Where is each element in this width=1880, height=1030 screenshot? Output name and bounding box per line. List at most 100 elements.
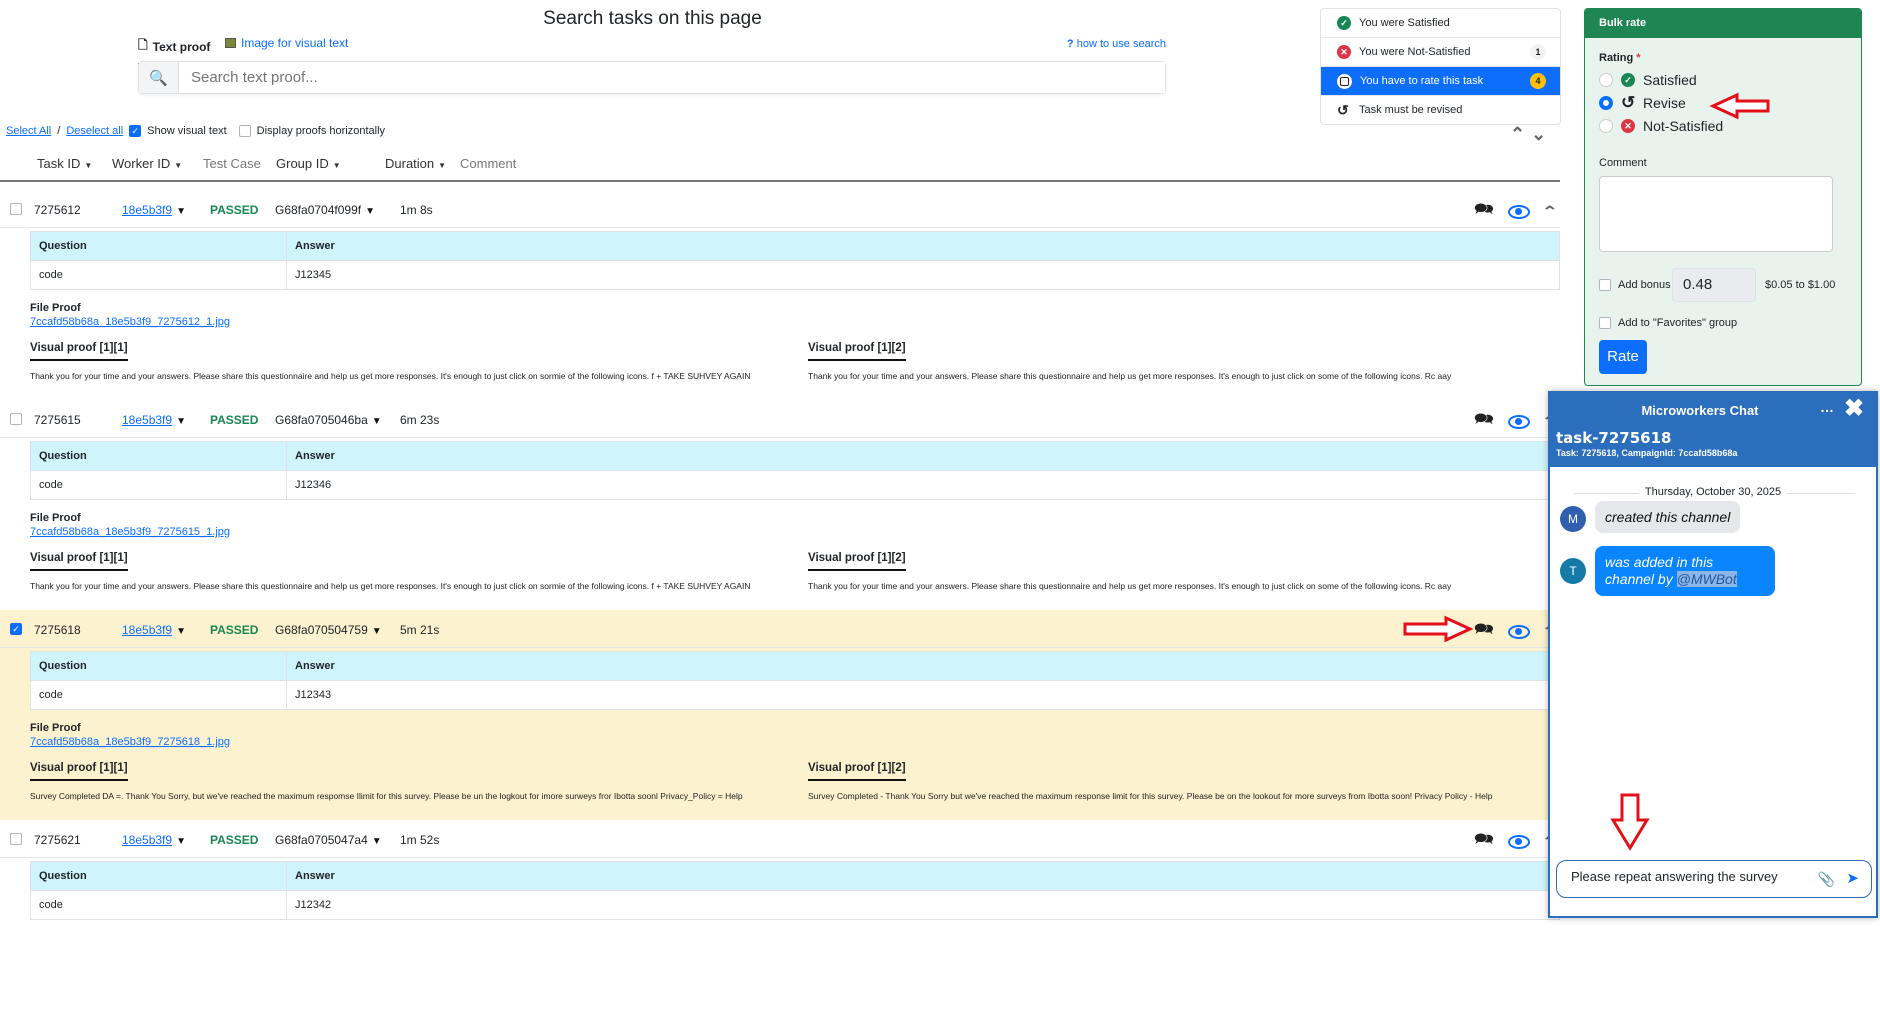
search-bar: 🔍 xyxy=(138,61,1166,94)
status-filter-item[interactable]: You have to rate this task 4 xyxy=(1321,67,1560,96)
message-text: was added in this channel by xyxy=(1605,554,1714,587)
chat-icon[interactable]: 🗪 xyxy=(1474,411,1494,428)
answer-header: Answer xyxy=(286,441,1560,471)
eye-icon[interactable] xyxy=(1507,204,1530,219)
radio-revise[interactable] xyxy=(1599,95,1613,110)
worker-id-link[interactable]: 18e5b3f9 xyxy=(122,623,173,637)
worker-id-link[interactable]: 18e5b3f9 xyxy=(122,203,173,217)
file-proof-label: File Proof xyxy=(30,722,81,734)
eye-icon[interactable] xyxy=(1507,624,1530,639)
paperclip-icon[interactable]: 📎 xyxy=(1817,871,1835,887)
worker-id-link[interactable]: 18e5b3f9 xyxy=(122,833,173,847)
select-all-link[interactable]: Select All xyxy=(6,125,52,137)
answer-cell: J12345 xyxy=(286,260,1560,290)
visual-proof-text: Thank you for your time and your answers… xyxy=(808,371,1452,381)
bonus-input[interactable]: 0.48 xyxy=(1672,268,1756,302)
add-bonus-checkbox[interactable] xyxy=(1599,279,1611,291)
page-title: Search tasks on this page xyxy=(543,8,762,29)
status-label: You were Satisfied xyxy=(1359,17,1450,29)
status-filter-item[interactable]: ↺ Task must be revised xyxy=(1321,96,1560,124)
filter-icon[interactable]: ▼ xyxy=(371,836,382,847)
task-checkbox[interactable]: ✓ xyxy=(10,623,22,635)
worker-id-cell: 18e5b3f9 ▼ xyxy=(122,203,186,217)
status-filter-item[interactable]: ✓ You were Satisfied xyxy=(1321,9,1560,38)
caret-down-icon: ▼ xyxy=(438,161,447,170)
file-proof-link[interactable]: 7ccafd58b68a_18e5b3f9_7275612_1.jpg xyxy=(30,316,231,328)
header-label: Task ID xyxy=(37,156,81,171)
worker-id-link[interactable]: 18e5b3f9 xyxy=(122,413,173,427)
favorites-row: Add to "Favorites" group xyxy=(1599,317,1737,329)
filter-icon[interactable]: ▼ xyxy=(176,416,186,427)
file-proof-label: File Proof xyxy=(30,302,81,314)
comment-textarea[interactable] xyxy=(1599,176,1833,252)
filter-icon[interactable]: ▼ xyxy=(176,206,186,217)
filter-icon[interactable]: ▼ xyxy=(371,626,382,637)
chat-message-input[interactable]: Please repeat answering the survey 📎 ➤ xyxy=(1556,860,1872,898)
task-checkbox[interactable] xyxy=(10,833,22,845)
chat-icon[interactable]: 🗪 xyxy=(1474,621,1494,638)
rate-button[interactable]: Rate xyxy=(1599,340,1647,374)
visual-proof-1: Visual proof [1][1] Thank you for your ti… xyxy=(30,550,800,593)
file-proof-link[interactable]: 7ccafd58b68a_18e5b3f9_7275618_1.jpg xyxy=(30,736,231,748)
separator: / xyxy=(57,125,61,137)
show-visual-text-checkbox[interactable]: ✓ xyxy=(129,125,142,137)
header-group-id[interactable]: Group ID ▼ xyxy=(276,156,341,171)
rating-option-satisfied[interactable]: ✓ Satisfied xyxy=(1599,68,1723,91)
answer-cell: J12342 xyxy=(286,890,1560,920)
favorites-checkbox[interactable] xyxy=(1599,317,1611,329)
how-to-use-search-link[interactable]: ? how to use search xyxy=(1067,38,1166,50)
header-label: Group ID xyxy=(276,156,329,171)
question-cell: code xyxy=(30,260,287,290)
tab-image-visual-text[interactable]: Image for visual text xyxy=(225,36,348,56)
table-row[interactable]: ✓ 7275618 18e5b3f9 ▼ PASSED G68fa07050475… xyxy=(0,610,1560,648)
visual-proof-text: Survey Completed - Thank You Sorry but w… xyxy=(808,791,1493,801)
answer-header: Answer xyxy=(286,651,1560,681)
test-status: PASSED xyxy=(210,413,259,427)
table-row[interactable]: 7275621 18e5b3f9 ▼ PASSED G68fa0705047a4 ▼… xyxy=(0,820,1560,858)
chat-icon[interactable]: 🗪 xyxy=(1474,201,1494,218)
display-horizontally-checkbox[interactable] xyxy=(238,125,251,137)
task-block: 7275621 18e5b3f9 ▼ PASSED G68fa0705047a4 ▼… xyxy=(0,820,1560,1030)
file-proof-link[interactable]: 7ccafd58b68a_18e5b3f9_7275615_1.jpg xyxy=(30,526,231,538)
table-row[interactable]: 7275612 18e5b3f9 ▼ PASSED G68fa0704f099f ▼… xyxy=(0,190,1560,228)
header-task-id[interactable]: Task ID ▼ xyxy=(37,156,92,171)
undo-icon: ↺ xyxy=(1621,92,1636,112)
answer-header: Answer xyxy=(286,861,1560,891)
status-label: Task must be revised xyxy=(1359,104,1463,116)
worker-id-cell: 18e5b3f9 ▼ xyxy=(122,623,186,637)
visual-proof-text: Thank you for your time and your answers… xyxy=(30,371,751,381)
close-icon[interactable]: ✖ xyxy=(1844,395,1865,422)
mention-link[interactable]: @MWBot xyxy=(1676,571,1737,587)
eye-icon[interactable] xyxy=(1507,414,1530,429)
rating-option-not-satisfied[interactable]: ✕ Not-Satisfied xyxy=(1599,114,1723,137)
more-icon[interactable]: … xyxy=(1820,399,1834,415)
filter-icon[interactable]: ▼ xyxy=(365,206,375,217)
status-filter-item[interactable]: ✕ You were Not-Satisfied 1 xyxy=(1321,38,1560,67)
task-checkbox[interactable] xyxy=(10,203,22,215)
required-marker: * xyxy=(1636,52,1641,64)
send-icon[interactable]: ➤ xyxy=(1846,870,1859,887)
filter-icon[interactable]: ▼ xyxy=(176,626,186,637)
table-row[interactable]: 7275615 18e5b3f9 ▼ PASSED G68fa0705046ba ▼… xyxy=(0,400,1560,438)
chevron-up-icon[interactable]: ⌃ xyxy=(1541,203,1559,219)
worker-id-cell: 18e5b3f9 ▼ xyxy=(122,413,186,427)
search-input[interactable] xyxy=(179,62,1165,93)
deselect-all-link[interactable]: Deselect all xyxy=(66,125,124,137)
header-duration[interactable]: Duration ▼ xyxy=(385,156,446,171)
filter-icon[interactable]: ▼ xyxy=(176,836,186,847)
date-text: Thursday, October 30, 2025 xyxy=(1638,486,1788,498)
visual-proof-1: Visual proof [1][1] Thank you for your ti… xyxy=(30,340,800,383)
eye-icon[interactable] xyxy=(1507,834,1530,849)
chat-icon[interactable]: 🗪 xyxy=(1474,831,1494,848)
answers-table: Question Answer code J12343 xyxy=(30,651,1560,710)
chevron-up-icon[interactable]: ⌃ xyxy=(1510,124,1532,144)
group-id: G68fa0704f099f xyxy=(275,203,362,217)
task-checkbox[interactable] xyxy=(10,413,22,425)
filter-icon[interactable]: ▼ xyxy=(371,416,382,427)
header-worker-id[interactable]: Worker ID ▼ xyxy=(112,156,182,171)
radio-satisfied[interactable] xyxy=(1599,72,1613,87)
rating-option-revise[interactable]: ↺ Revise xyxy=(1599,91,1723,114)
chevron-down-icon[interactable]: ⌄ xyxy=(1531,124,1553,144)
tab-label: Image for visual text xyxy=(241,36,349,50)
radio-not-satisfied[interactable] xyxy=(1599,118,1613,133)
